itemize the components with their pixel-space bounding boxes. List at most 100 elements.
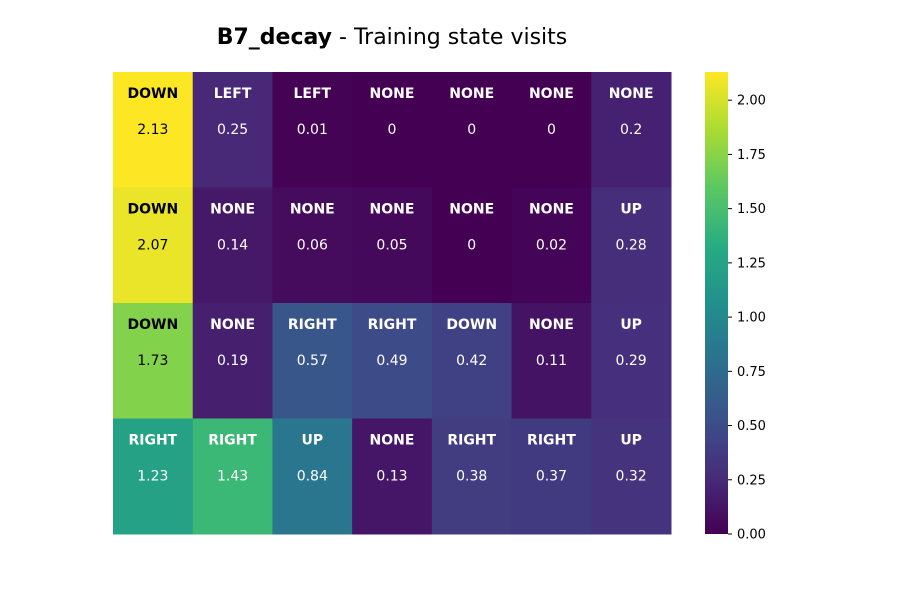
heatmap-cell-r2-c6 [591,303,672,419]
cell-action-label-r3-c5: RIGHT [527,433,576,449]
heatmap-cell-r0-c5 [511,72,592,188]
heatmap-cell-r2-c5 [511,303,592,419]
colorbar-tick-label-6: 1.50 [737,202,766,217]
heatmap-cell-r3-c3 [352,418,433,535]
cell-action-label-r3-c3: NONE [370,433,415,449]
cell-action-label-r3-c0: RIGHT [128,433,177,449]
cell-value-label-r3-c6: 0.32 [616,469,647,485]
cell-action-label-r0-c4: NONE [449,86,494,102]
chart-title-name: B7_decay [217,25,332,50]
cell-value-label-r2-c1: 0.19 [217,353,248,369]
heatmap-cell-r2-c1 [192,303,273,419]
chart-title: B7_decay - Training state visits [217,25,568,50]
colorbar-tick-label-7: 1.75 [737,148,766,163]
cell-action-label-r0-c2: LEFT [293,86,331,102]
colorbar-tick-label-1: 0.25 [737,473,766,488]
heatmap-grid: DOWN 2.13 LEFT 0.25 LEFT 0.01 NONE 0 NONE 0 NONE 0 N… [113,72,672,535]
cell-value-label-r2-c3: 0.49 [376,353,407,369]
cell-action-label-r3-c1: RIGHT [208,433,257,449]
cell-value-label-r2-c5: 0.11 [536,353,567,369]
colorbar-tick-label-2: 0.50 [737,419,766,434]
colorbar-tick-label-0: 0.00 [737,528,766,543]
heatmap-cell-r0-c6 [591,72,672,188]
heatmap-cell-r1-c5 [511,187,592,304]
cell-value-label-r1-c6: 0.28 [616,238,647,254]
cell-action-label-r1-c0: DOWN [128,202,179,218]
cell-value-label-r3-c5: 0.37 [536,469,567,485]
cell-value-label-r3-c1: 1.43 [217,469,248,485]
heatmap-cell-r2-c3 [352,303,433,419]
heatmap-cell-r3-c6 [591,418,672,535]
cell-value-label-r1-c5: 0.02 [536,238,567,254]
cell-action-label-r0-c0: DOWN [128,86,179,102]
heatmap-cell-r0-c1 [192,72,273,188]
cell-action-label-r2-c0: DOWN [128,317,179,333]
heatmap-cell-r1-c2 [272,187,353,304]
cell-action-label-r1-c6: UP [620,202,642,218]
cell-value-label-r0-c1: 0.25 [217,122,248,138]
cell-value-label-r2-c0: 1.73 [137,353,168,369]
heatmap-cell-r0-c2 [272,72,353,188]
cell-value-label-r3-c2: 0.84 [297,469,328,485]
cell-value-label-r2-c4: 0.42 [456,353,487,369]
cell-value-label-r0-c2: 0.01 [297,122,328,138]
colorbar: 0.00 0.25 0.50 0.75 1.00 1.25 1.50 1.75 2.00 [705,72,766,543]
cell-action-label-r2-c4: DOWN [446,317,497,333]
heatmap-cell-r1-c4 [431,187,513,304]
colorbar-tick-label-8: 2.00 [737,94,766,109]
cell-value-label-r2-c2: 0.57 [297,353,328,369]
cell-value-label-r0-c5: 0 [547,122,556,138]
colorbar-tick-label-5: 1.25 [737,256,766,271]
cell-action-label-r3-c4: RIGHT [447,433,496,449]
cell-value-label-r3-c3: 0.13 [376,469,407,485]
cell-value-label-r1-c0: 2.07 [137,238,168,254]
cell-value-label-r1-c2: 0.06 [297,238,328,254]
cell-action-label-r1-c5: NONE [529,202,574,218]
cell-value-label-r2-c6: 0.29 [616,353,647,369]
cell-action-label-r1-c2: NONE [290,202,335,218]
cell-action-label-r2-c5: NONE [529,317,574,333]
heatmap-cell-r0-c4 [431,72,513,188]
cell-value-label-r1-c4: 0 [467,238,476,254]
cell-value-label-r1-c3: 0.05 [376,238,407,254]
cell-action-label-r2-c6: UP [620,317,642,333]
colorbar-tick-label-4: 1.00 [737,311,766,326]
cell-action-label-r1-c1: NONE [210,202,255,218]
colorbar-tick-label-3: 0.75 [737,365,766,380]
heatmap-cell-r1-c0 [113,187,194,304]
cell-action-label-r0-c6: NONE [609,86,654,102]
heatmap-cell-r1-c1 [192,187,273,304]
cell-value-label-r1-c1: 0.14 [217,238,248,254]
cell-action-label-r0-c5: NONE [529,86,574,102]
heatmap-cell-r3-c1 [192,418,273,535]
chart-title-rest: - Training state visits [332,25,567,50]
cell-action-label-r3-c6: UP [620,433,642,449]
cell-action-label-r1-c4: NONE [449,202,494,218]
cell-action-label-r0-c1: LEFT [214,86,252,102]
colorbar-gradient [705,72,728,534]
heatmap-cell-r0-c0 [113,72,194,188]
heatmap-cell-r1-c3 [352,187,433,304]
cell-value-label-r3-c4: 0.38 [456,469,487,485]
cell-action-label-r2-c3: RIGHT [368,317,417,333]
heatmap-cell-r3-c0 [113,418,194,535]
heatmap-cell-r2-c2 [272,303,353,419]
cell-value-label-r0-c3: 0 [388,122,397,138]
heatmap-cell-r3-c4 [431,418,513,535]
heatmap-cell-r2-c0 [113,303,194,419]
heatmap-cell-r2-c4 [431,303,513,419]
cell-action-label-r0-c3: NONE [370,86,415,102]
cell-action-label-r2-c2: RIGHT [288,317,337,333]
cell-action-label-r1-c3: NONE [370,202,415,218]
cell-value-label-r0-c6: 0.2 [620,122,642,138]
cell-value-label-r3-c0: 1.23 [137,469,168,485]
cell-value-label-r0-c4: 0 [467,122,476,138]
heatmap-cell-r3-c5 [511,418,592,535]
cell-value-label-r0-c0: 2.13 [137,122,168,138]
heatmap-cell-r0-c3 [352,72,433,188]
heatmap-cell-r1-c6 [591,187,672,304]
cell-action-label-r2-c1: NONE [210,317,255,333]
heatmap-cell-r3-c2 [272,418,353,535]
cell-action-label-r3-c2: UP [301,433,323,449]
